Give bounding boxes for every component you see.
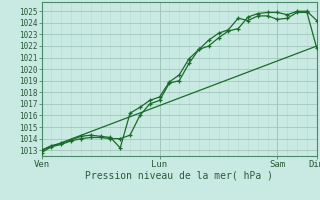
X-axis label: Pression niveau de la mer( hPa ): Pression niveau de la mer( hPa ) [85, 171, 273, 181]
